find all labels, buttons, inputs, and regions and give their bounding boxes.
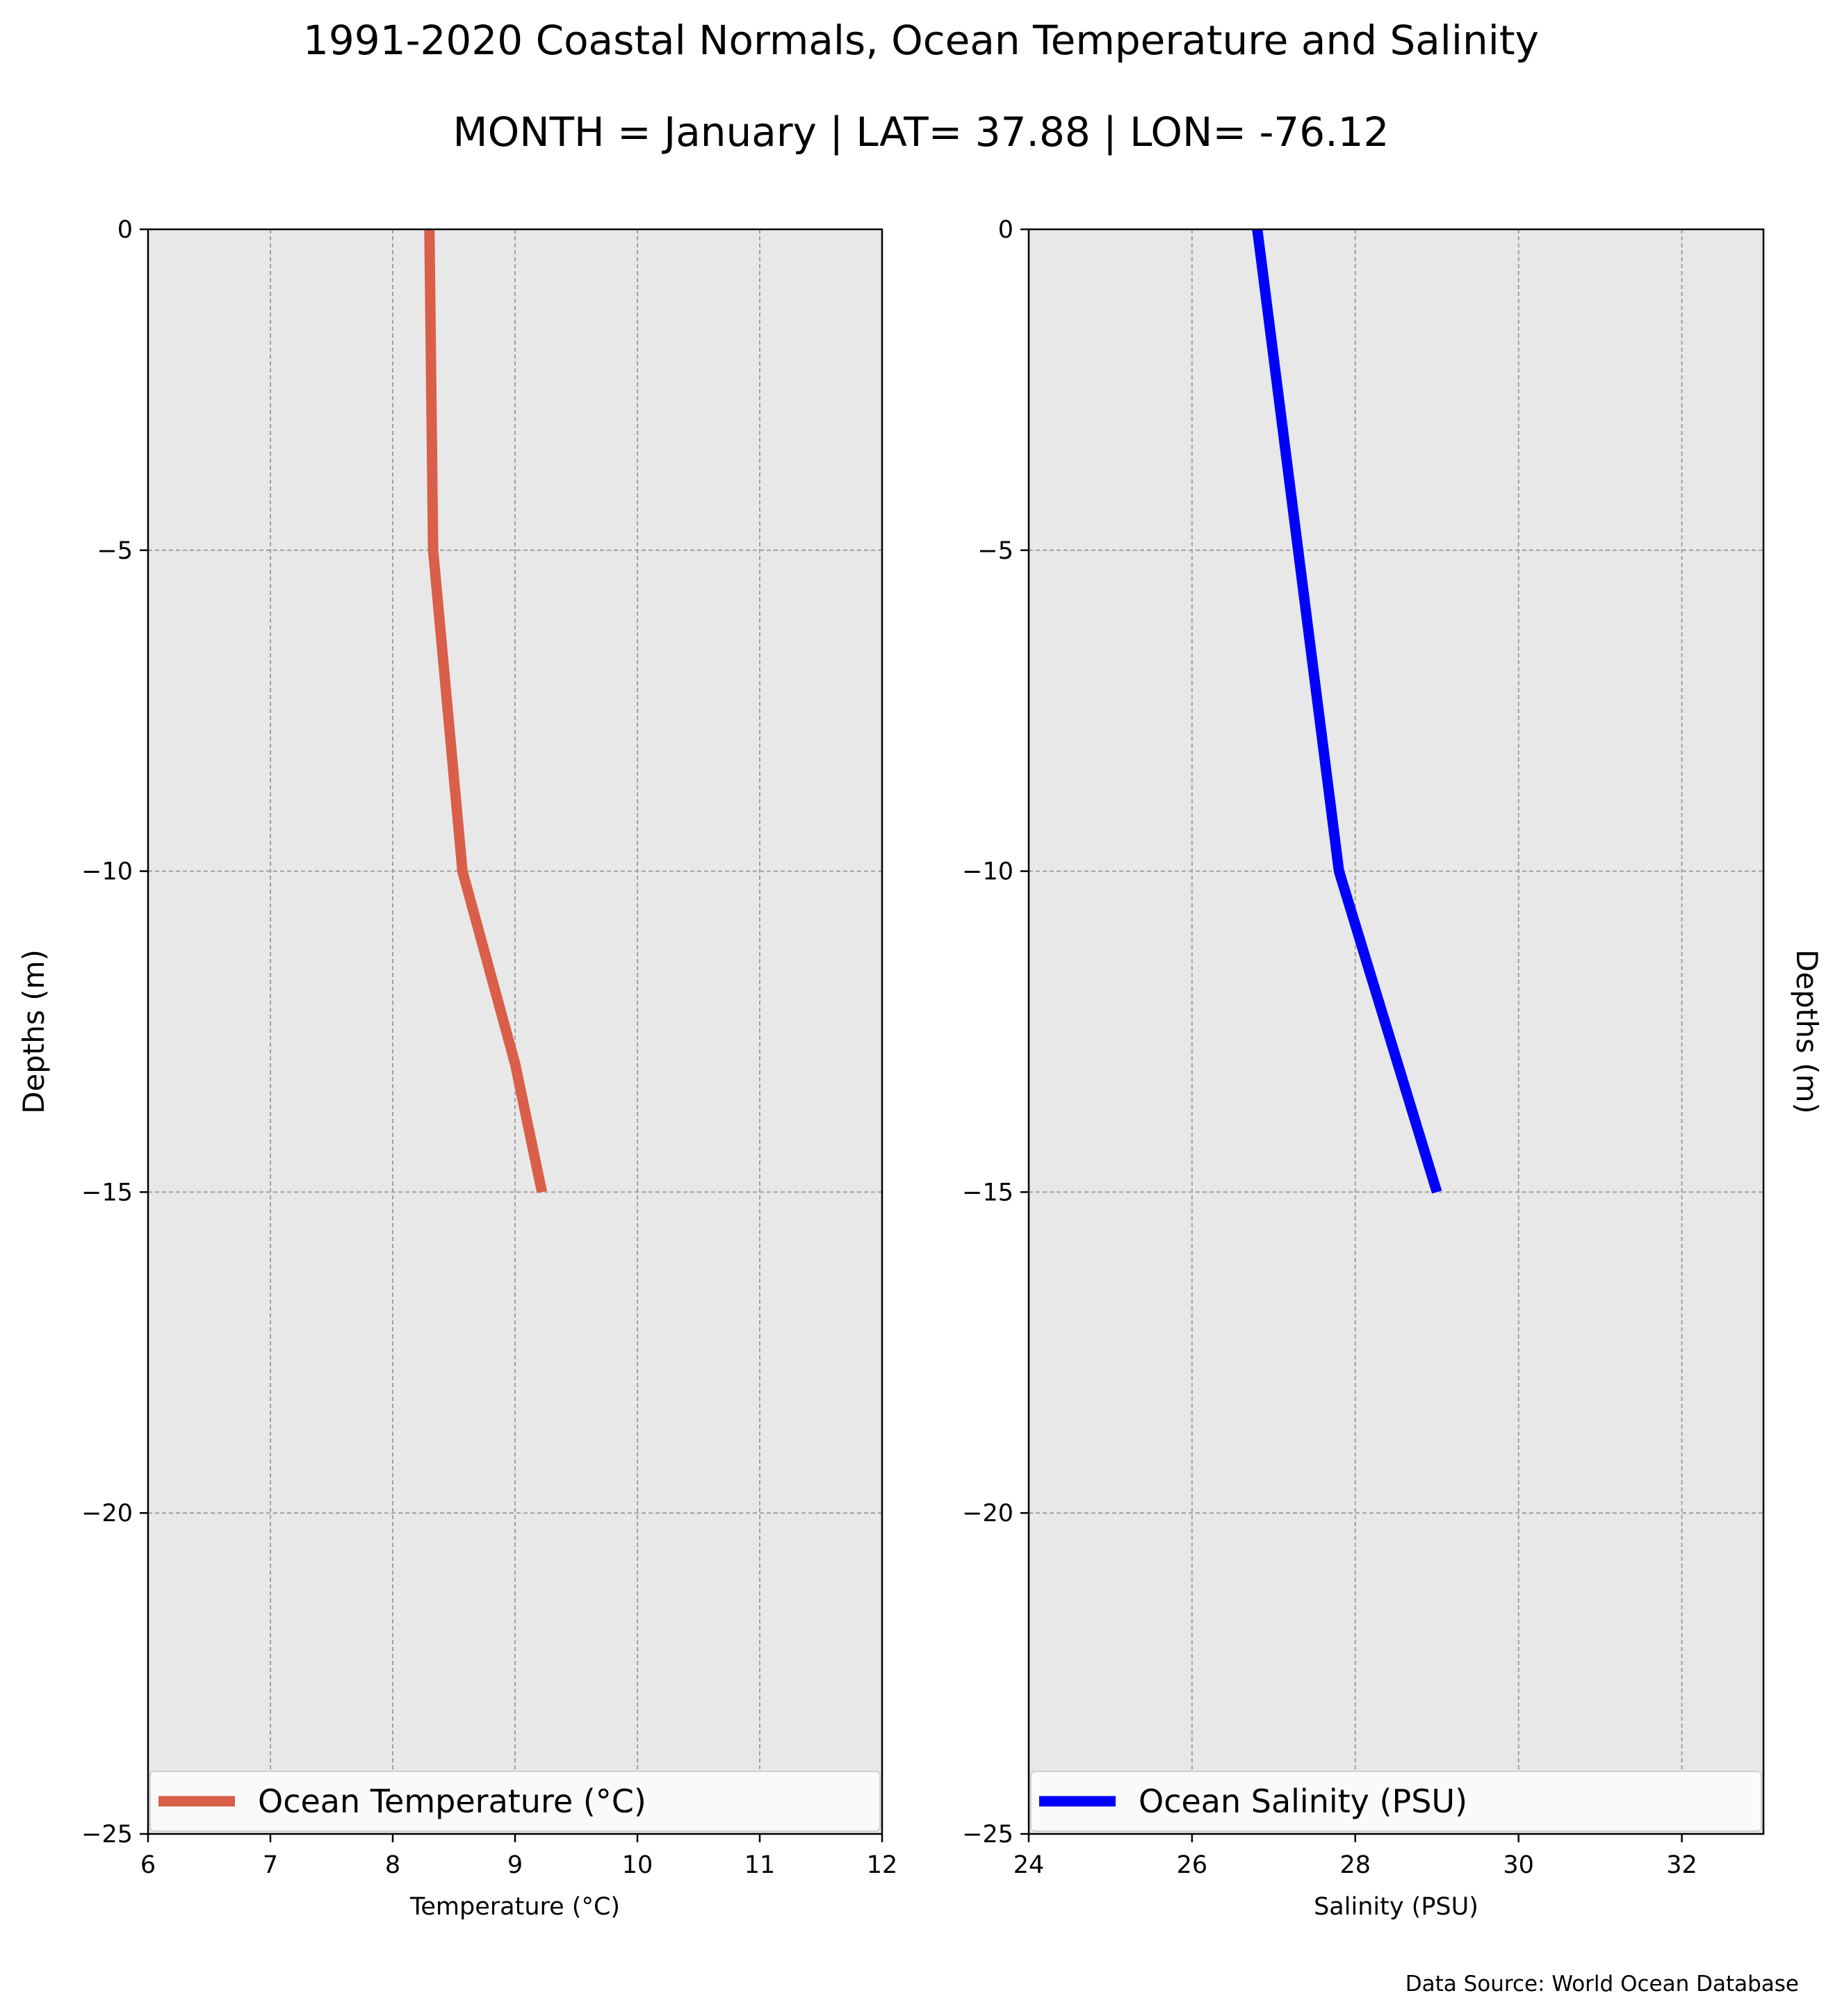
data-source-note: Data Source: World Ocean Database [1405,1972,1799,1997]
salinity-ytick-label: −15 [962,1179,1013,1206]
salinity-xtick-label: 32 [1666,1851,1697,1879]
salinity-series-line [1252,229,1442,1194]
salinity-ytick-label: −10 [962,858,1013,886]
salinity-ytick-label: −20 [962,1500,1013,1527]
temperature-legend-box [149,1771,881,1832]
salinity-xtick-label: 26 [1177,1851,1208,1879]
temperature-ytick-label: −10 [81,858,133,886]
salinity-panel: Ocean Salinity (PSU) 24 26 28 30 32 0 −5 −10 −15 −… [962,216,1824,1921]
temperature-ytick-label: −5 [97,537,133,565]
temperature-legend-label: Ocean Temperature (°C) [258,1783,646,1820]
temperature-xtick-label: 10 [622,1851,653,1879]
temperature-xtick-label: 8 [385,1851,400,1879]
temperature-panel: Ocean Temperature (°C) 6 7 8 9 10 11 12 0 −5 −10 −1… [17,216,897,1921]
salinity-plot-area [1029,229,1763,1834]
salinity-axes-frame [1027,228,1765,1835]
salinity-ytick-label: −5 [977,537,1013,565]
salinity-y-axis-label: Depths (m) [1790,949,1824,1114]
salinity-xtick-label: 28 [1340,1851,1371,1879]
salinity-legend-box [1030,1771,1762,1832]
salinity-ytick-label: −25 [962,1821,1013,1849]
temperature-xtick-label: 7 [263,1851,278,1879]
salinity-ytick-label: 0 [998,216,1013,244]
temperature-ytick-label: −15 [81,1179,133,1206]
temperature-y-axis-label: Depths (m) [17,949,51,1114]
salinity-legend-label: Ocean Salinity (PSU) [1139,1783,1467,1820]
temperature-ytick-label: 0 [117,216,133,244]
salinity-xtick-label: 30 [1503,1851,1534,1879]
temperature-series-line [424,229,548,1193]
salinity-xtick-label: 24 [1013,1851,1045,1879]
temperature-xtick-label: 9 [507,1851,523,1879]
temperature-xtick-label: 12 [867,1851,898,1879]
temperature-xtick-label: 11 [744,1851,776,1879]
page-title: 1991-2020 Coastal Normals, Ocean Tempera… [303,17,1539,64]
temperature-ytick-label: −20 [81,1500,133,1527]
temperature-xtick-label: 6 [140,1851,156,1879]
temperature-ytick-label: −25 [81,1821,133,1849]
page-subtitle: MONTH = January | LAT= 37.88 | LON= -76.… [453,108,1389,156]
salinity-x-axis-label: Salinity (PSU) [1314,1893,1478,1921]
temperature-x-axis-label: Temperature (°C) [409,1893,620,1921]
